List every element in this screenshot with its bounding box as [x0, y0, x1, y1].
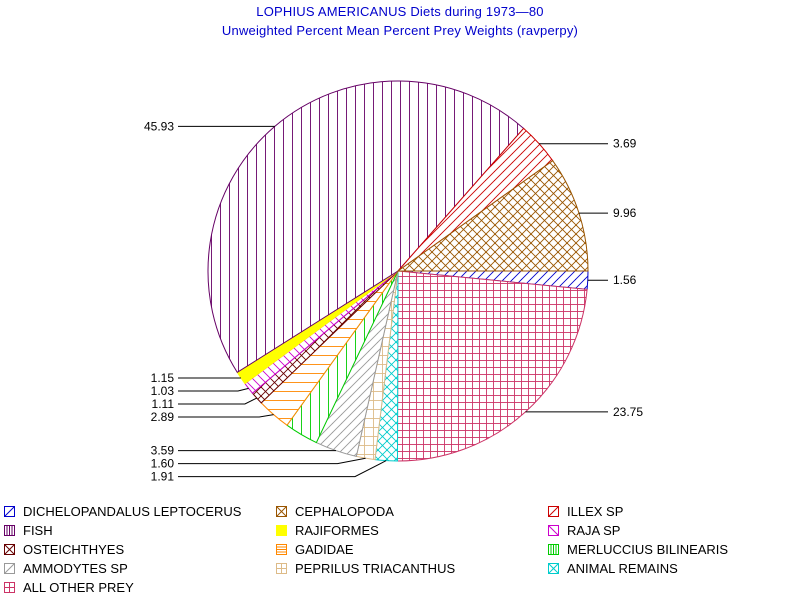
data-label-illex-sp: 3.69 — [613, 137, 637, 151]
data-label-fish: 45.93 — [144, 119, 174, 133]
data-label-raja-sp: 1.03 — [151, 384, 175, 398]
legend-item-fish: FISH — [4, 522, 53, 538]
legend-item-peprilus-triacanthus: PEPRILUS TRIACANTHUS — [276, 560, 455, 576]
legend-label: FISH — [23, 522, 53, 538]
legend-label: GADIDAE — [295, 541, 354, 557]
slice-cephalopoda — [396, 160, 589, 272]
legend-label: PEPRILUS TRIACANTHUS — [295, 560, 456, 576]
legend-item-cephalopoda: CEPHALOPODA — [276, 503, 394, 519]
data-label-osteichthyes: 1.11 — [152, 397, 175, 411]
legend-swatch — [548, 524, 559, 536]
legend-swatch — [548, 543, 559, 555]
legend-label: ANIMAL REMAINS — [567, 560, 678, 576]
legend-item-dichelopandalus-leptocerus: DICHELOPANDALUS LEPTOCERUS — [4, 503, 241, 519]
chart-title: LOPHIUS AMERICANUS Diets during 1973—80 — [256, 4, 544, 19]
legend-swatch — [276, 505, 287, 517]
legend-label: ILLEX SP — [567, 503, 624, 519]
legend-label: RAJIFORMES — [295, 522, 379, 538]
legend-swatch — [4, 562, 15, 574]
data-label-all-other-prey: 23.75 — [613, 405, 643, 419]
legend-label: MERLUCCIUS BILINEARIS — [567, 541, 729, 557]
legend-label: DICHELOPANDALUS LEPTOCERUS — [23, 503, 242, 519]
legend-item-rajiformes: RAJIFORMES — [276, 522, 379, 538]
data-label-cephalopoda: 9.96 — [613, 206, 637, 220]
legend-swatch — [4, 543, 15, 555]
legend-swatch — [4, 505, 15, 517]
legend-label: CEPHALOPODA — [295, 503, 394, 519]
legend-item-ammodytes-sp: AMMODYTES SP — [4, 560, 128, 576]
data-label-peprilus-triacanthus: 1.60 — [151, 457, 175, 471]
data-label-gadidae: 2.89 — [151, 410, 175, 424]
data-label-dichelopandalus-leptocerus: 1.56 — [613, 273, 637, 287]
legend-item-illex-sp: ILLEX SP — [548, 503, 623, 519]
data-label-ammodytes-sp: 3.59 — [151, 444, 175, 458]
legend-item-all-other-prey: ALL OTHER PREY — [4, 579, 134, 595]
pie-chart: 3.69 9.96 1.56 23.75 45.93 1.151.031.112.89 3.… — [144, 80, 643, 484]
chart-subtitle: Unweighted Percent Mean Percent Prey Wei… — [221, 23, 579, 38]
legend-item-animal-remains: ANIMAL REMAINS — [548, 560, 678, 576]
legend-swatch — [276, 562, 287, 574]
legend-item-osteichthyes: OSTEICHTHYES — [4, 541, 124, 557]
legend-item-merluccius-bilinearis: MERLUCCIUS BILINEARIS — [548, 541, 728, 557]
legend-label: RAJA SP — [567, 522, 621, 538]
data-label-animal-remains: 1.91 — [151, 470, 175, 484]
legend-label: ALL OTHER PREY — [23, 579, 134, 595]
leader-line-raja-sp — [178, 387, 249, 392]
legend-label: OSTEICHTHYES — [23, 541, 125, 557]
legend-swatch — [4, 581, 15, 593]
leader-line-peprilus-triacanthus — [178, 457, 366, 465]
legend-swatch — [548, 562, 559, 574]
legend-item-gadidae: GADIDAE — [276, 541, 354, 557]
leader-line-osteichthyes — [178, 397, 258, 405]
legend-label: AMMODYTES SP — [23, 560, 128, 576]
leader-line-animal-remains — [178, 460, 387, 478]
legend-swatch — [548, 505, 559, 517]
legend-swatch — [4, 524, 15, 536]
data-label-rajiformes: 1.15 — [151, 371, 175, 385]
legend-swatch — [276, 543, 287, 555]
legend-item-raja-sp: RAJA SP — [548, 522, 620, 538]
legend-swatch — [276, 524, 287, 536]
leader-line-gadidae — [178, 414, 274, 418]
slice-all-other-prey — [396, 270, 588, 462]
